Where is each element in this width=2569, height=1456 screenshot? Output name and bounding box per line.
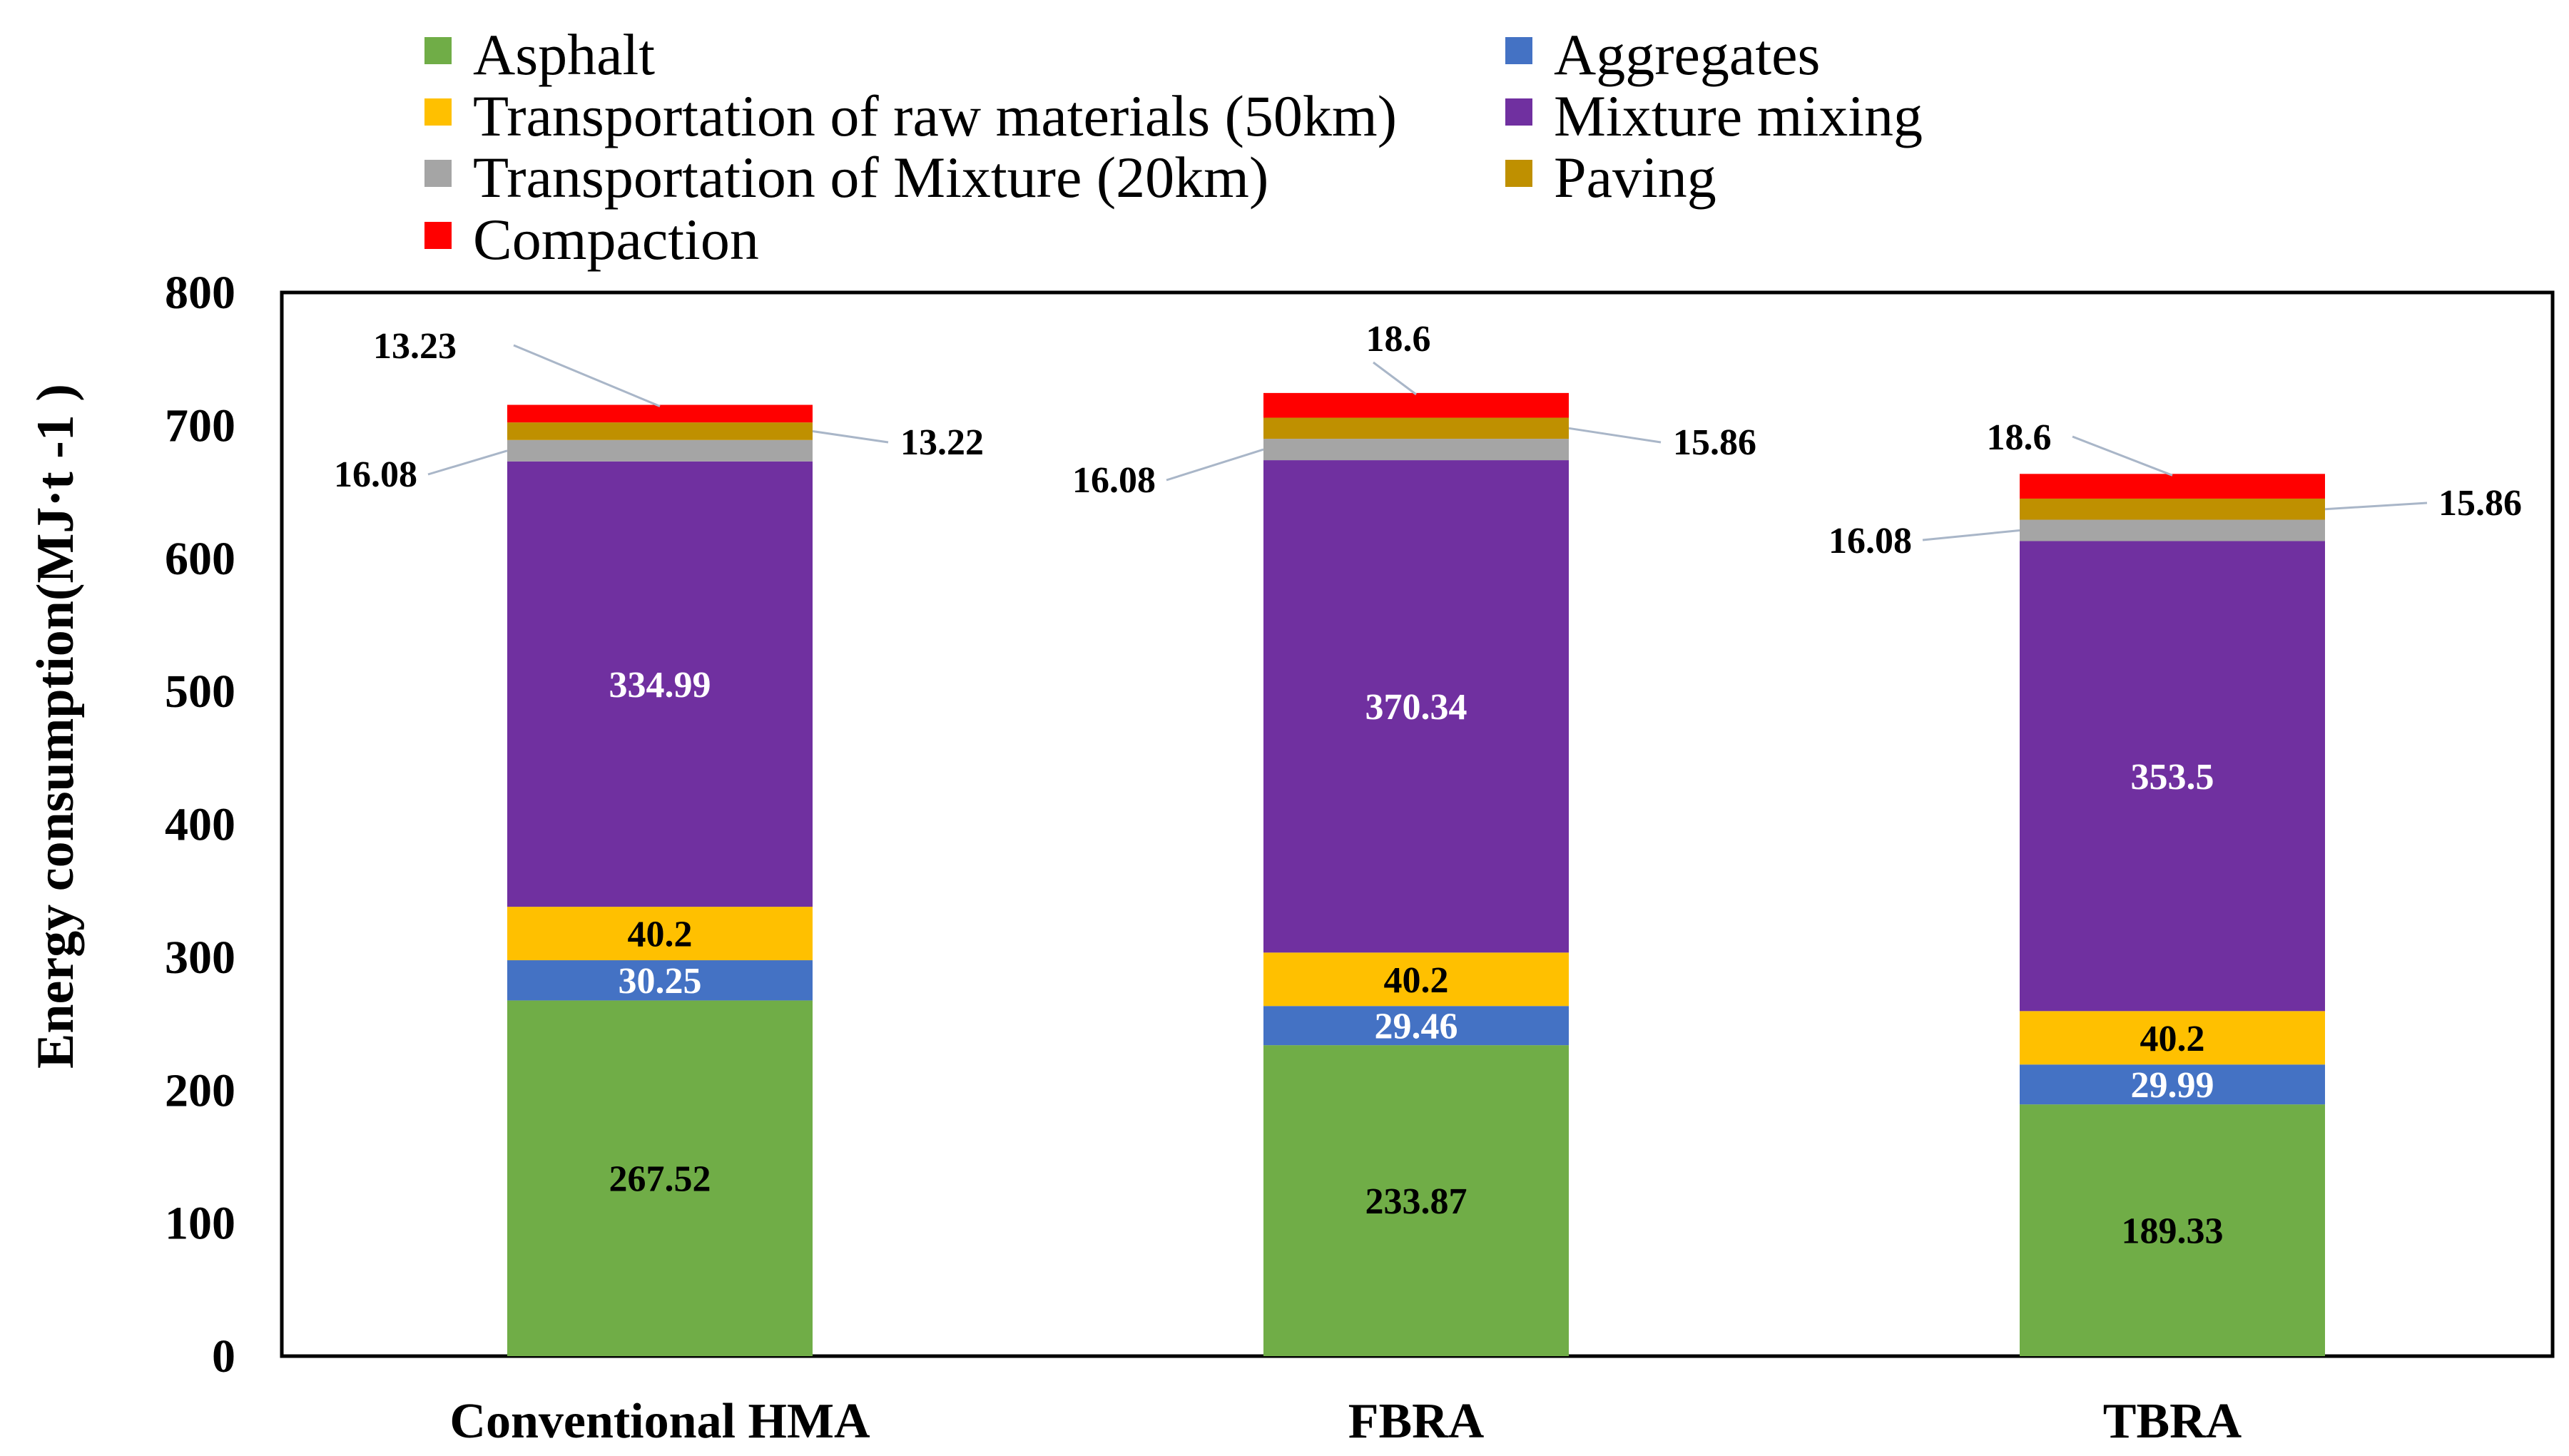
bar-segment [1263,1006,1569,1046]
bar-segment [1263,439,1569,461]
bar-segment [2020,541,2325,1012]
bar-segment [507,439,813,462]
data-label: 189.33 [2122,1211,2224,1252]
bar-segment [2020,1064,2325,1105]
data-label: 30.25 [619,961,702,1002]
bar-segment [2020,519,2325,541]
legend-swatch [424,98,452,126]
leader-line [1166,448,1264,482]
leader-line [513,344,661,407]
bar-segment [507,404,813,423]
leader-line [427,449,508,476]
legend-label: Asphalt [473,22,655,87]
bar-segment [507,422,813,440]
chart-data-labels: 267.52 233.87 189.33 30.25 29.46 29.99 40.2 40.… [334,319,2522,1252]
callout-label: 13.23 [373,326,457,367]
bar-segment [1263,417,1569,439]
y-axis-title: Energy consumption(MJ·t -1 ) [26,384,85,1069]
x-tick-label: FBRA [1348,1394,1485,1449]
bar-segment [507,960,813,1001]
callout-label: 15.86 [1673,422,1756,463]
chart-bars [507,392,2325,1356]
legend-label: Compaction [473,207,759,272]
data-label: 40.2 [1384,960,1449,1001]
chart-legend: Asphalt Aggregates Transportation of raw m… [424,22,1923,272]
data-label: 29.46 [1375,1007,1458,1047]
legend-label: Mixture mixing [1554,83,1923,148]
leader-line [812,429,889,444]
x-tick-label: TBRA [2103,1394,2242,1449]
data-label: 353.5 [2131,757,2214,798]
legend-label: Transportation of Mixture (20km) [473,145,1268,210]
bar-segment [2020,474,2325,499]
legend-label: Paving [1554,145,1716,210]
bar-segment [2020,1104,2325,1356]
legend-swatch [1505,98,1532,126]
data-label: 267.52 [609,1159,711,1200]
callout-label: 18.6 [1366,319,1431,360]
callout-label: 18.6 [1987,417,2052,458]
y-tick-label: 800 [165,267,235,319]
legend-swatch [1505,37,1532,64]
bar-segment [1263,952,1569,1007]
callout-label: 16.08 [334,454,417,495]
y-tick-label: 100 [165,1198,235,1250]
legend-label: Aggregates [1554,22,1820,87]
y-tick-label: 400 [165,799,235,851]
bar-segment [1263,392,1569,418]
legend-swatch [1505,160,1532,187]
bar-segment [507,461,813,907]
leader-line [2072,435,2173,477]
data-label: 334.99 [609,665,711,706]
data-label: 370.34 [1365,687,1467,728]
y-tick-label: 500 [165,666,235,718]
bar-segment [507,1000,813,1356]
y-tick-label: 300 [165,932,235,984]
legend-swatch [424,160,452,187]
legend-swatch [424,222,452,249]
callout-label: 13.22 [900,422,984,463]
x-tick-label: Conventional HMA [449,1394,870,1449]
bar-segment [507,907,813,961]
y-tick-label: 0 [212,1330,235,1383]
chart-axes: 0 100 200 300 400 500 600 700 800 Conventional HM… [165,267,2555,1449]
leader-line [1922,529,2020,541]
leader-line [1568,427,1662,444]
callout-label: 16.08 [1828,521,1912,561]
data-label: 233.87 [1365,1181,1467,1222]
leader-line [2324,502,2428,511]
leader-line [1373,361,1417,396]
data-label: 40.2 [628,915,693,955]
data-label: 29.99 [2131,1065,2214,1106]
data-label: 40.2 [2140,1019,2205,1059]
bar-segment [1263,460,1569,953]
y-tick-label: 700 [165,399,235,452]
y-tick-label: 600 [165,533,235,585]
callout-label: 16.08 [1072,460,1156,501]
y-tick-label: 200 [165,1064,235,1116]
bar-segment [2020,1011,2325,1065]
bar-segment [1263,1045,1569,1356]
callout-label: 15.86 [2438,483,2522,524]
legend-label: Transportation of raw materials (50km) [473,83,1397,148]
legend-swatch [424,37,452,64]
bar-segment [2020,498,2325,520]
